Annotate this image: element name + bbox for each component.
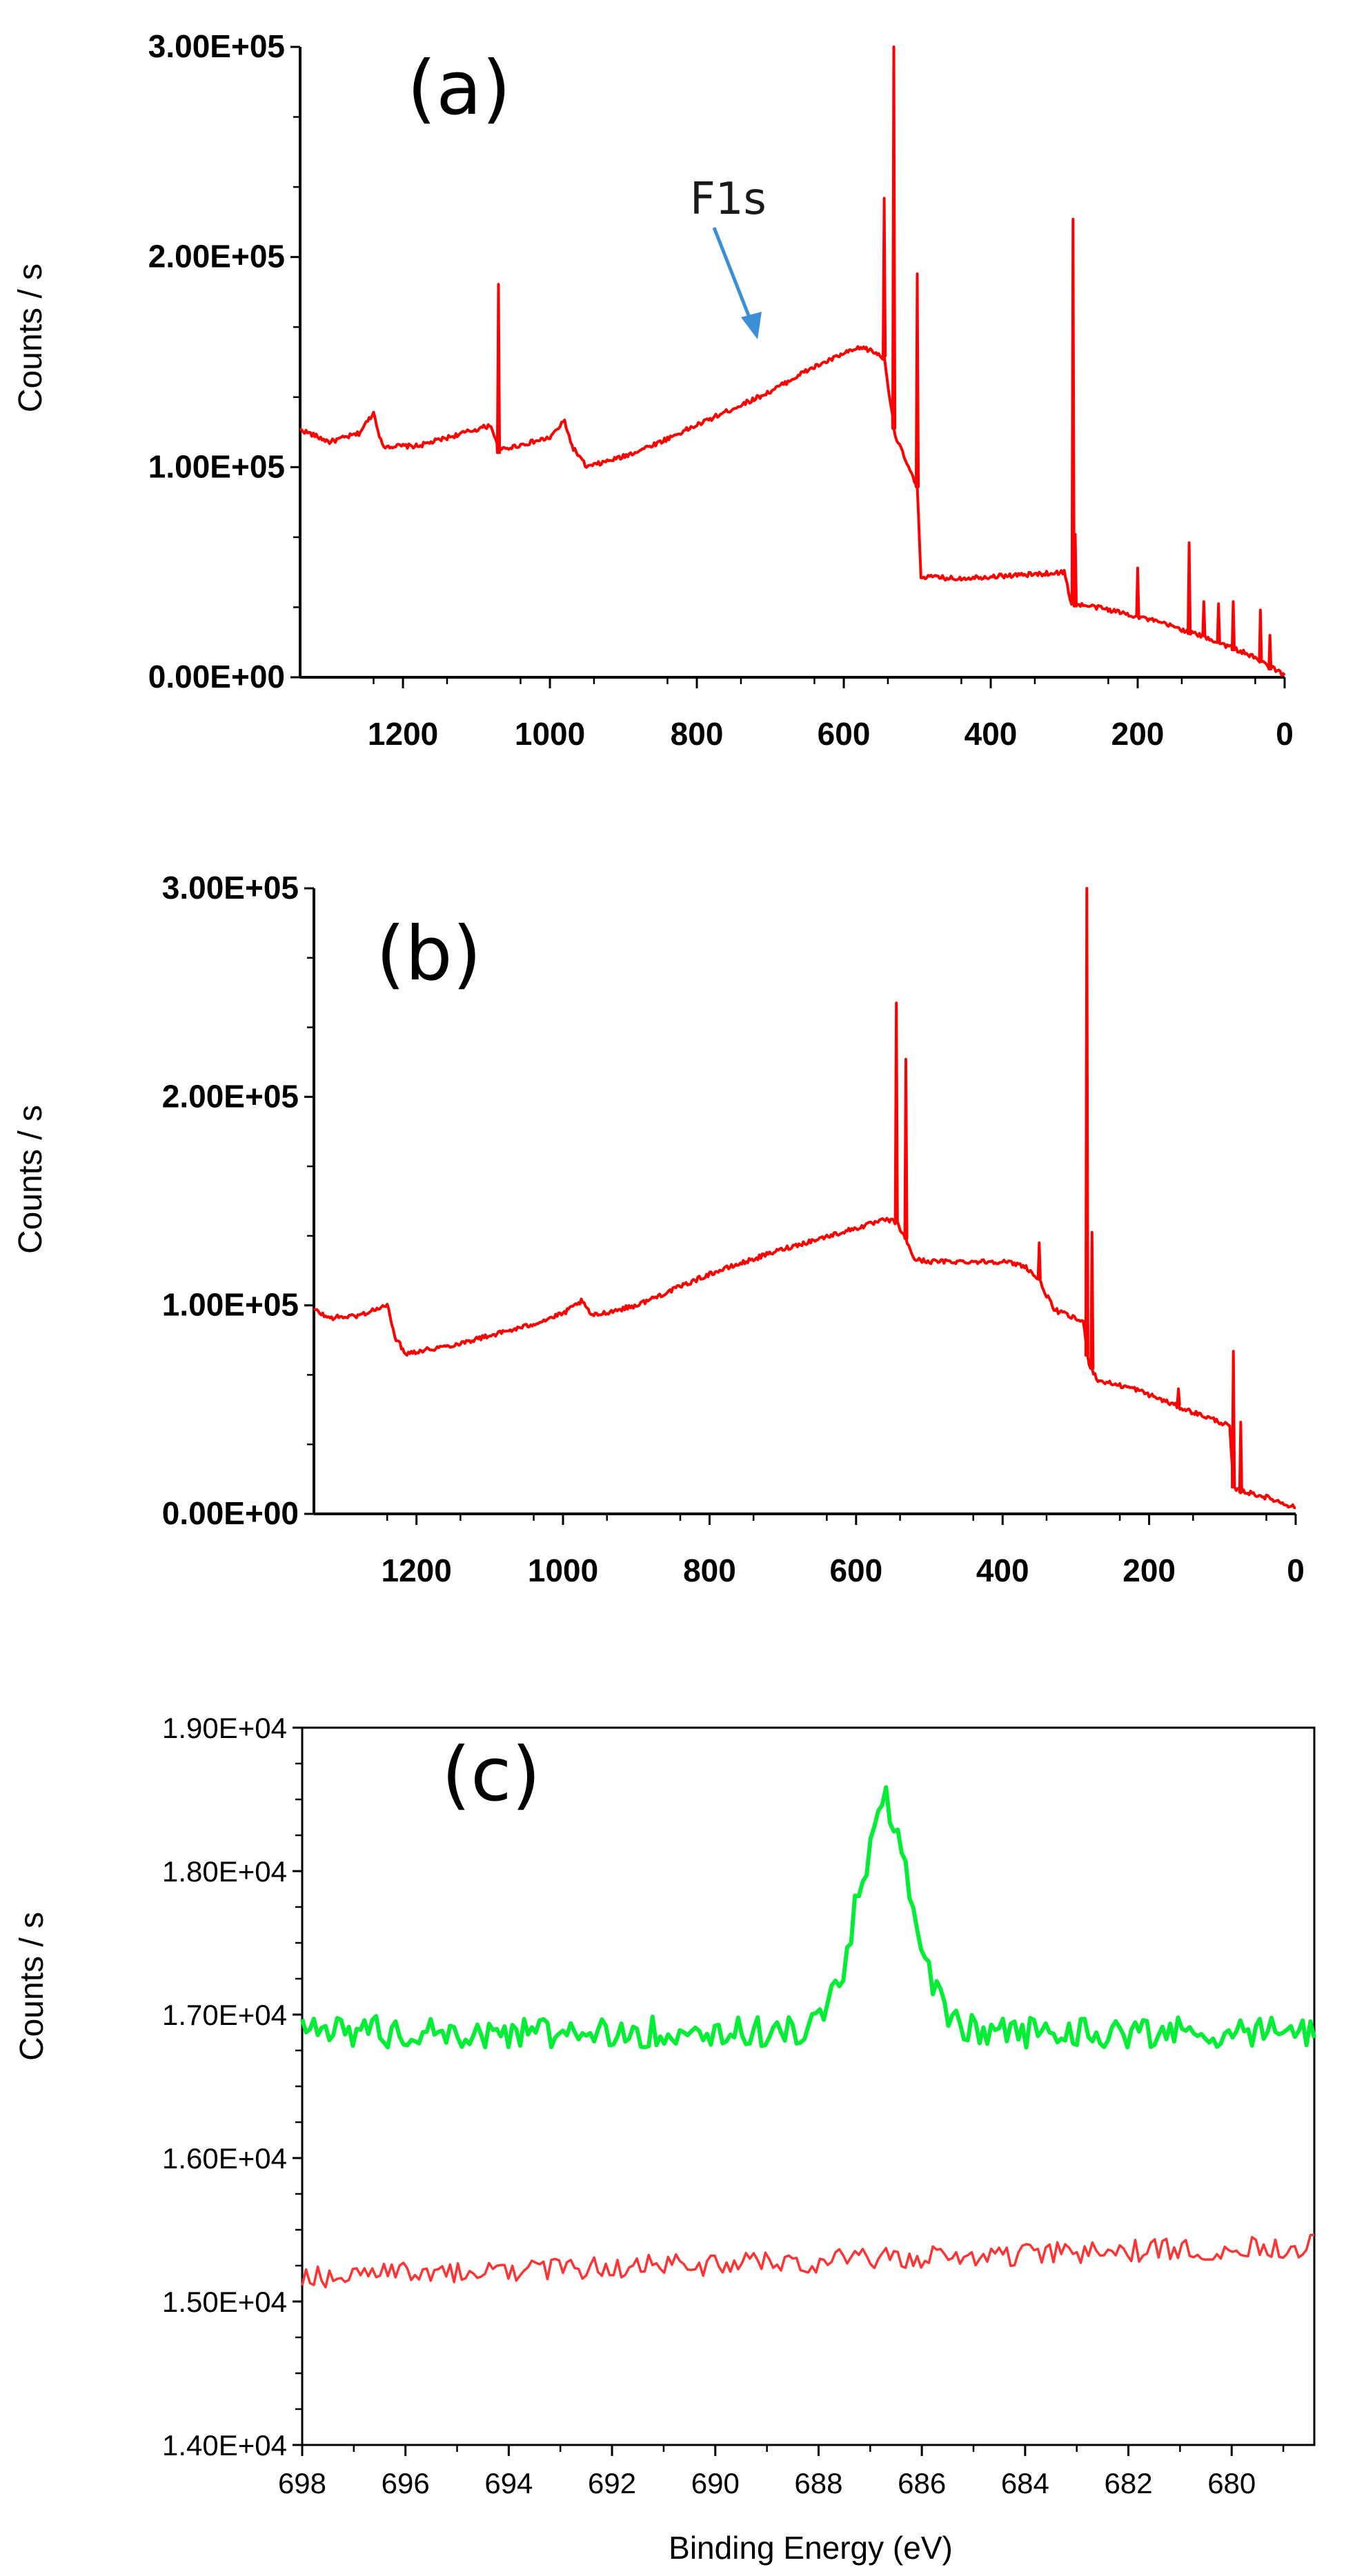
series-group-c: [300, 1785, 1316, 2289]
y-tick-label: 1.50E+04: [162, 2286, 287, 2318]
x-tick-label: 696: [382, 2467, 430, 2499]
y-tick-label: 2.00E+05: [162, 1078, 299, 1114]
x-tick-label: 698: [278, 2467, 326, 2499]
annotation-arrow: [712, 227, 754, 325]
annotation-label-f1s: F1s: [690, 174, 766, 225]
y-axis-label-a: Counts / s: [12, 263, 49, 412]
chart-panel-b: Counts / s (b) 0.00E+00 1.00E+05 2.00E+05 3…: [12, 870, 1305, 1588]
x-tick-label: 800: [683, 1552, 736, 1588]
y-tick-label: 1.00E+05: [148, 448, 285, 484]
x-tick-label: 600: [829, 1552, 882, 1588]
spectrum-line-a: [299, 46, 1286, 677]
spectrum-line-c-red: [301, 2233, 1315, 2289]
y-tick-label: 1.90E+04: [162, 1712, 287, 1744]
x-axis-label-c: Binding Energy (eV): [669, 2530, 953, 2566]
x-tick-label: 684: [1001, 2467, 1049, 2499]
x-tick-label: 200: [1122, 1552, 1176, 1588]
f1s-annotation: F1s: [690, 174, 766, 339]
chart-panel-c: Counts / s (c) Binding Energy (eV) 1.40E…: [14, 1712, 1316, 2566]
chart-panel-a: Counts / s (a) 0.00E+00 1.00E+05 2.00E+05 3…: [12, 28, 1294, 752]
axes-b: 0.00E+00 1.00E+05 2.00E+05 3.00E+05 1200 1000…: [162, 870, 1305, 1588]
y-tick-label: 1.00E+05: [162, 1287, 299, 1323]
spectrum-line-c-green: [300, 1785, 1316, 2050]
x-tick-label: 800: [671, 716, 724, 752]
x-tick-label: 600: [818, 716, 871, 752]
x-tick-label: 400: [965, 716, 1018, 752]
x-tick-label: 400: [976, 1552, 1029, 1588]
x-tick-label: 690: [691, 2467, 740, 2499]
y-tick-label: 2.00E+05: [148, 239, 285, 274]
axes-a: 0.00E+00 1.00E+05 2.00E+05 3.00E+05 1200 1000…: [148, 28, 1294, 752]
x-tick-label: 680: [1207, 2467, 1256, 2499]
axes-c: 1.40E+04 1.50E+04 1.60E+04 1.70E+04 1.80E+04…: [162, 1712, 1316, 2499]
y-tick-label: 0.00E+00: [148, 659, 285, 695]
y-tick-label: 1.60E+04: [162, 2142, 287, 2175]
y-tick-label: 1.80E+04: [162, 1855, 287, 1888]
x-tick-label: 692: [588, 2467, 636, 2499]
y-tick-label: 3.00E+05: [148, 28, 285, 64]
x-tick-label: 1000: [528, 1552, 598, 1588]
x-tick-label: 686: [898, 2467, 946, 2499]
y-tick-label: 1.70E+04: [162, 1999, 287, 2031]
x-tick-label: 1200: [368, 716, 438, 752]
panel-label-a: (a): [407, 46, 511, 132]
y-tick-label: 1.40E+04: [162, 2429, 287, 2462]
series-group-a: [299, 46, 1286, 677]
x-tick-label: 694: [484, 2467, 533, 2499]
spectrum-line-b: [313, 887, 1296, 1510]
panel-label-b: (b): [376, 911, 482, 997]
panel-label-c: (c): [442, 1732, 541, 1818]
x-tick-label: 0: [1287, 1552, 1305, 1588]
x-tick-label: 682: [1105, 2467, 1153, 2499]
x-tick-label: 0: [1276, 716, 1294, 752]
y-tick-label: 3.00E+05: [162, 870, 299, 906]
plot-frame: [301, 1726, 1316, 2446]
y-tick-label: 0.00E+00: [162, 1495, 299, 1531]
annotation-arrowhead: [741, 312, 762, 339]
x-tick-label: 688: [794, 2467, 842, 2499]
series-group-b: [313, 887, 1296, 1510]
x-tick-label: 200: [1111, 716, 1165, 752]
x-tick-label: 1000: [515, 716, 585, 752]
x-tick-label: 1200: [381, 1552, 451, 1588]
y-axis-label-c: Counts / s: [14, 1912, 50, 2061]
y-axis-label-b: Counts / s: [12, 1105, 49, 1254]
